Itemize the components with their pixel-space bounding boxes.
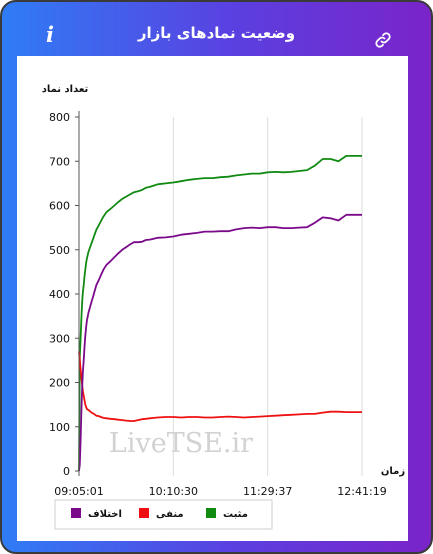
chart-title: وضعیت نمادهای بازار <box>137 24 296 42</box>
x-axis-title: زمان <box>381 466 405 477</box>
y-tick-label: 0 <box>63 465 70 478</box>
legend-box <box>54 499 273 530</box>
y-axis-title: تعداد نماد <box>42 84 89 95</box>
y-tick-label: 400 <box>49 288 70 301</box>
legend-label: منفی <box>156 509 184 520</box>
chart-svg: LiveTSE.ir 09:05:01 10:10:30 11:29:37 12:41… <box>42 84 405 530</box>
watermark-text: LiveTSE.ir <box>109 428 253 459</box>
x-tick-label: 11:29:37 <box>243 485 292 498</box>
series-line-2 <box>78 213 362 472</box>
y-tick-label: 800 <box>49 111 70 124</box>
legend-label: مثبت <box>223 509 248 520</box>
y-tick-label: 300 <box>49 332 70 345</box>
chart-panel: LiveTSE.ir 09:05:01 10:10:30 11:29:37 12:41… <box>17 56 408 541</box>
y-tick-label: 500 <box>49 244 70 257</box>
legend-label: اختلاف <box>88 509 122 520</box>
y-tick-label: 200 <box>49 377 70 390</box>
legend-swatch <box>206 508 216 518</box>
legend-swatch <box>139 508 149 518</box>
x-tick-label: 10:10:30 <box>149 485 198 498</box>
info-icon[interactable]: i <box>46 22 54 47</box>
y-tick-label: 100 <box>49 421 70 434</box>
card-header: i وضعیت نمادهای بازار <box>2 2 431 58</box>
series-line-1 <box>78 351 362 422</box>
y-tick-label: 700 <box>49 155 70 168</box>
x-tick-label: 09:05:01 <box>54 485 103 498</box>
x-tick-label: 12:41:19 <box>337 485 386 498</box>
link-icon[interactable] <box>374 31 392 49</box>
series-line-0 <box>78 155 362 472</box>
legend-swatch <box>71 508 81 518</box>
y-tick-label: 600 <box>49 200 70 213</box>
